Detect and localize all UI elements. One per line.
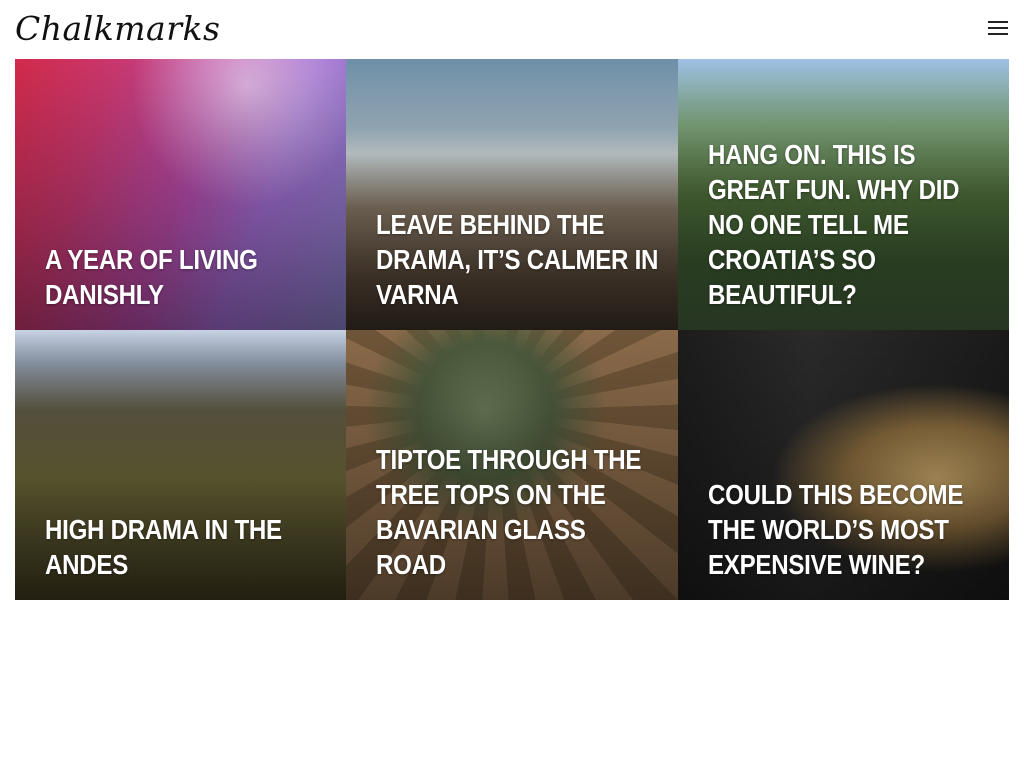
card-overlay (15, 59, 346, 330)
post-card-varna[interactable]: LEAVE BEHIND THE DRAMA, IT’S CALMER IN V… (346, 59, 678, 330)
post-title[interactable]: HANG ON. THIS IS GREAT FUN. WHY DID NO O… (708, 139, 960, 310)
post-grid: A YEAR OF LIVING DANISHLY LEAVE BEHIND T… (15, 59, 1009, 600)
menu-bar (988, 33, 1008, 35)
menu-bar (988, 27, 1008, 29)
site-header: Chalkmarks (0, 0, 1024, 59)
card-overlay (15, 330, 346, 600)
menu-bar (988, 21, 1008, 23)
post-title[interactable]: A YEAR OF LIVING DANISHLY (45, 244, 258, 310)
post-card-wine[interactable]: COULD THIS BECOME THE WORLD’S MOST EXPEN… (678, 330, 1009, 600)
post-title[interactable]: TIPTOE THROUGH THE TREE TOPS ON THE BAVA… (376, 444, 642, 580)
site-logo[interactable]: Chalkmarks (15, 9, 221, 48)
card-overlay (346, 330, 678, 600)
card-overlay (678, 59, 1009, 330)
card-overlay (346, 59, 678, 330)
post-card-andes[interactable]: HIGH DRAMA IN THE ANDES (15, 330, 346, 600)
hamburger-menu-icon[interactable] (986, 17, 1012, 39)
post-card-croatia[interactable]: HANG ON. THIS IS GREAT FUN. WHY DID NO O… (678, 59, 1009, 330)
post-card-bavarian-glass-road[interactable]: TIPTOE THROUGH THE TREE TOPS ON THE BAVA… (346, 330, 678, 600)
post-title[interactable]: HIGH DRAMA IN THE ANDES (45, 514, 282, 580)
post-card-denmark[interactable]: A YEAR OF LIVING DANISHLY (15, 59, 346, 330)
card-overlay (678, 330, 1009, 600)
post-title[interactable]: COULD THIS BECOME THE WORLD’S MOST EXPEN… (708, 479, 964, 580)
post-title[interactable]: LEAVE BEHIND THE DRAMA, IT’S CALMER IN V… (376, 209, 659, 310)
